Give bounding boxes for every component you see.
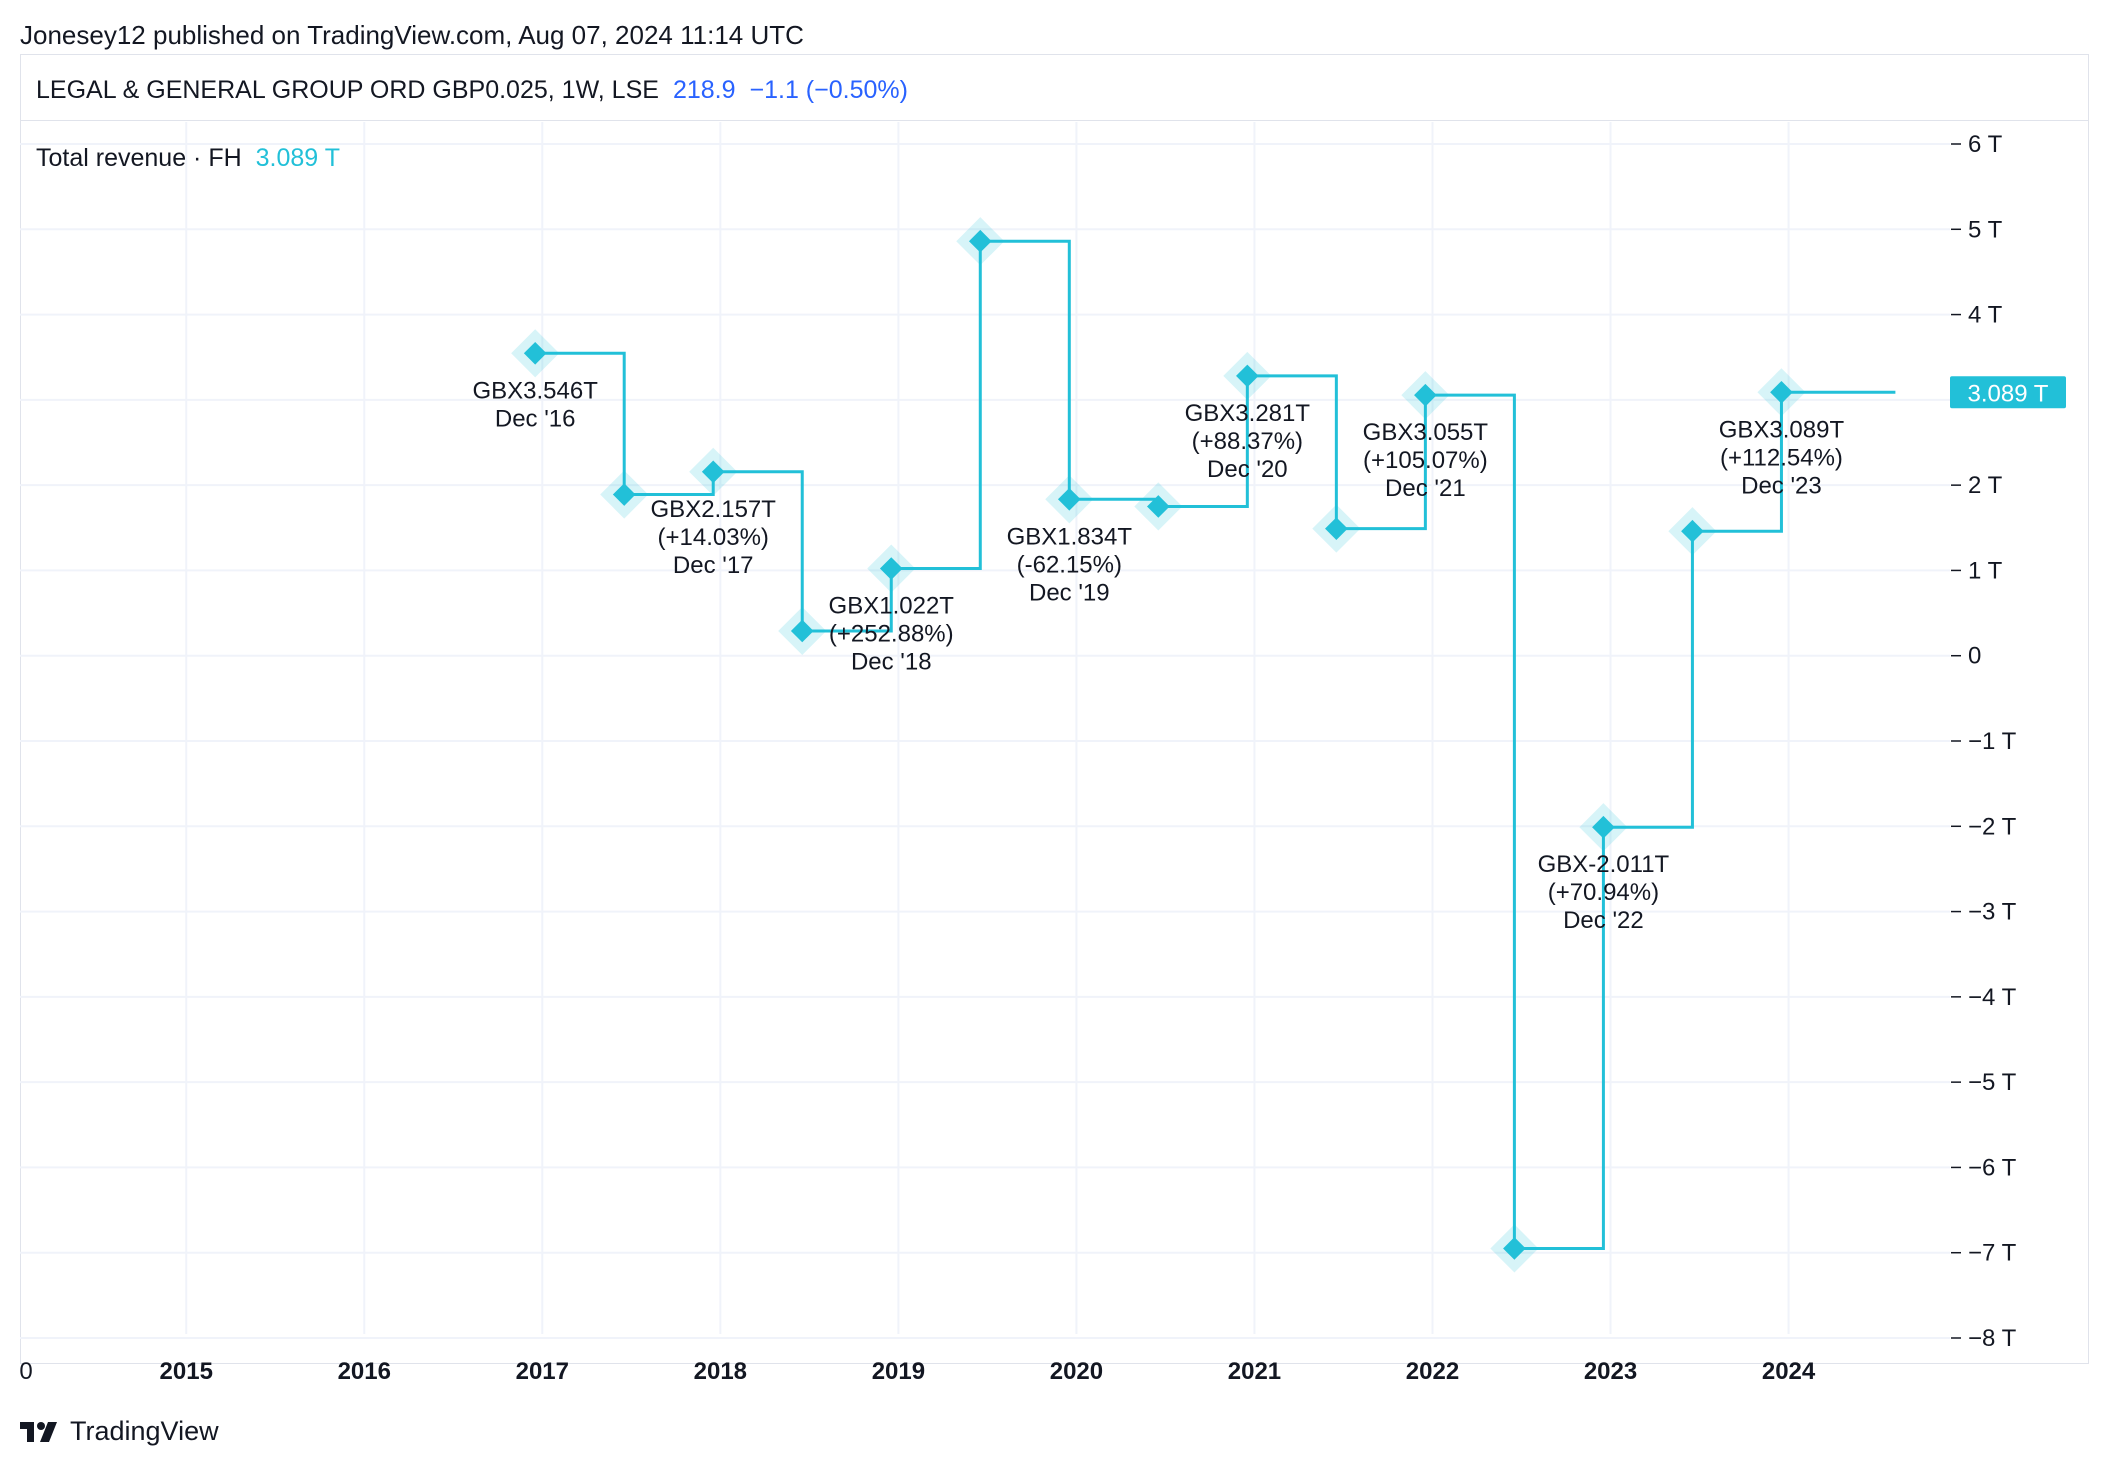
data-point [612, 483, 636, 506]
symbol-header [20, 55, 2088, 121]
data-label: GBX3.546T [472, 377, 598, 404]
data-point [1325, 517, 1348, 540]
y-tick-label: −1 T [1968, 728, 2017, 755]
data-label: (+252.88%) [829, 621, 954, 648]
data-label: (+14.03%) [658, 524, 769, 551]
data-label: Dec '23 [1741, 472, 1822, 499]
indicator-name: Total revenue · FH [36, 144, 242, 172]
x-tick-label: 2022 [1406, 1358, 1459, 1385]
data-label: Dec '19 [1029, 579, 1110, 606]
data-label: Dec '21 [1385, 475, 1466, 502]
y-tick-label: 5 T [1968, 216, 2003, 243]
symbol-info[interactable]: LEGAL & GENERAL GROUP ORD GBP0.025, 1W, … [36, 76, 908, 105]
last-value-tag-text: 3.089 T [1968, 380, 2049, 407]
publisher-line: Jonesey12 published on TradingView.com, … [20, 20, 804, 50]
data-label: Dec '17 [673, 552, 754, 579]
tradingview-logo-icon [20, 1421, 57, 1442]
x-tick-label: 2024 [1762, 1358, 1816, 1385]
data-label: GBX3.089T [1719, 416, 1845, 443]
symbol-change: −1.1 (−0.50%) [749, 76, 908, 104]
chart-panel [20, 54, 2089, 1364]
data-label: GBX1.022T [829, 593, 955, 620]
data-label: Dec '18 [851, 649, 932, 676]
y-tick-label: −5 T [1968, 1069, 2017, 1096]
y-tick-label: −4 T [1968, 984, 2017, 1011]
indicator-value: 3.089 T [255, 144, 340, 172]
y-axis: 6 T5 T4 T3 T2 T1 T0−1 T−2 T−3 T−4 T−5 T−… [1951, 131, 2017, 1352]
last-value-tag-bg [1950, 376, 2066, 409]
brand-name: TradingView [70, 1416, 219, 1446]
data-point [790, 619, 814, 643]
x-tick-label: 2021 [1228, 1358, 1281, 1385]
y-tick-label: 6 T [1968, 131, 2003, 158]
data-point [1057, 487, 1081, 511]
x-tick-label: 2015 [160, 1358, 213, 1385]
tradingview-brand[interactable]: TradingView [20, 1416, 219, 1447]
y-tick-label: 1 T [1968, 557, 2003, 584]
data-point [879, 557, 903, 580]
data-label: (+70.94%) [1548, 879, 1659, 906]
chart-grid [20, 122, 1950, 1339]
data-point [1592, 815, 1615, 839]
data-label: Dec '22 [1563, 907, 1644, 934]
y-tick-label: −7 T [1968, 1240, 2017, 1267]
x-tick-label: 2019 [872, 1358, 925, 1385]
x-tick-label: 2023 [1584, 1358, 1637, 1385]
data-point [1236, 364, 1259, 388]
x-axis: 0 2015 2016 2017 2018 2019 2020 2021 2022 2023 202… [19, 1358, 1816, 1385]
y-tick-label: 0 [1968, 643, 1981, 670]
x-tick-label: 2018 [694, 1358, 747, 1385]
y-tick-label: −3 T [1968, 899, 2017, 926]
y-tick-label: 4 T [1968, 302, 2003, 329]
x-tick-label: 2017 [516, 1358, 569, 1385]
y-tick-label: −6 T [1968, 1154, 2017, 1181]
symbol-price: 218.9 [672, 76, 736, 104]
data-label: (+88.37%) [1192, 428, 1303, 455]
last-value-tag: 3.089 T [1950, 376, 2066, 409]
data-label: GBX3.281T [1185, 400, 1311, 427]
y-tick-label: −8 T [1968, 1325, 2017, 1352]
data-label: (+112.54%) [1720, 444, 1843, 471]
data-label: GBX-2.011T [1538, 851, 1670, 878]
y-tick-label: 2 T [1968, 472, 2003, 499]
data-label: (-62.15%) [1017, 551, 1122, 578]
data-label: GBX3.055T [1363, 419, 1489, 446]
data-label: Dec '16 [495, 405, 576, 432]
data-point [1770, 380, 1793, 404]
data-label: GBX1.834T [1007, 523, 1133, 550]
x-tick-label: 2016 [338, 1358, 391, 1385]
data-point [1414, 383, 1437, 407]
data-label: Dec '20 [1207, 456, 1288, 483]
symbol-name: LEGAL & GENERAL GROUP ORD GBP0.025, 1W, … [36, 76, 659, 104]
data-point [701, 460, 725, 484]
data-point [1503, 1237, 1526, 1260]
y-tick-label: −2 T [1968, 813, 2017, 840]
revenue-series [535, 239, 1896, 1250]
data-label: (+105.07%) [1363, 447, 1488, 474]
x-tick-label: 0 [19, 1358, 32, 1385]
data-point [523, 341, 547, 365]
revenue-step-line [535, 239, 1896, 1250]
indicator-legend[interactable]: Total revenue · FH 3.089 T [36, 144, 340, 173]
data-point [1681, 519, 1704, 543]
data-point [1147, 495, 1170, 518]
x-tick-label: 2020 [1050, 1358, 1103, 1385]
data-label: GBX2.157T [651, 496, 777, 523]
